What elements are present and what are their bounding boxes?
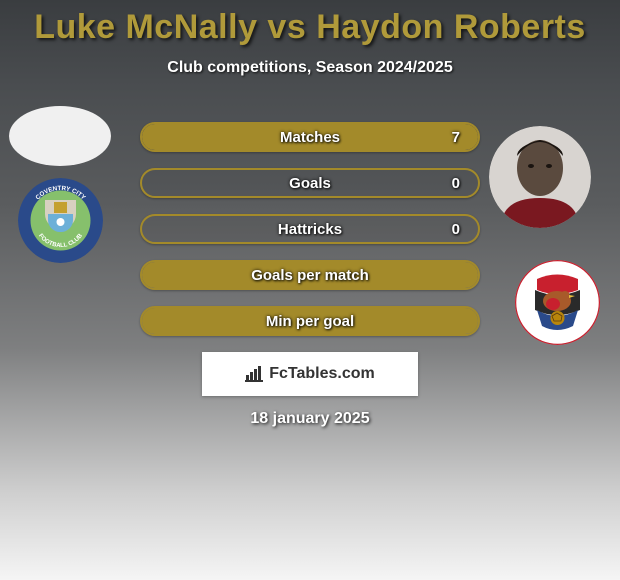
stat-bar: Goals0: [140, 168, 480, 198]
stat-label: Hattricks: [142, 216, 478, 242]
stat-label: Goals: [142, 170, 478, 196]
branding-box: FcTables.com: [202, 352, 418, 396]
stat-bar: Matches7: [140, 122, 480, 152]
stat-label: Min per goal: [142, 308, 478, 334]
stat-value: 7: [452, 124, 460, 150]
stat-value: 0: [452, 216, 460, 242]
right-player-photo: [489, 126, 591, 228]
stat-bar: Goals per match: [140, 260, 480, 290]
stat-bar: Hattricks0: [140, 214, 480, 244]
left-club-crest: COVENTRY CITY FOOTBALL CLUB: [18, 178, 103, 263]
stat-bar: Min per goal: [140, 306, 480, 336]
chart-icon: [245, 366, 263, 382]
page-title: Luke McNally vs Haydon Roberts: [0, 0, 620, 47]
page-subtitle: Club competitions, Season 2024/2025: [0, 59, 620, 77]
stat-label: Matches: [142, 124, 478, 150]
date-text: 18 january 2025: [0, 410, 620, 428]
branding-text: FcTables.com: [269, 365, 375, 383]
stat-value: 0: [452, 170, 460, 196]
stats-container: Matches7Goals0Hattricks0Goals per matchM…: [140, 122, 480, 352]
right-club-crest: [515, 260, 600, 345]
stat-label: Goals per match: [142, 262, 478, 288]
left-player-photo: [9, 85, 111, 187]
